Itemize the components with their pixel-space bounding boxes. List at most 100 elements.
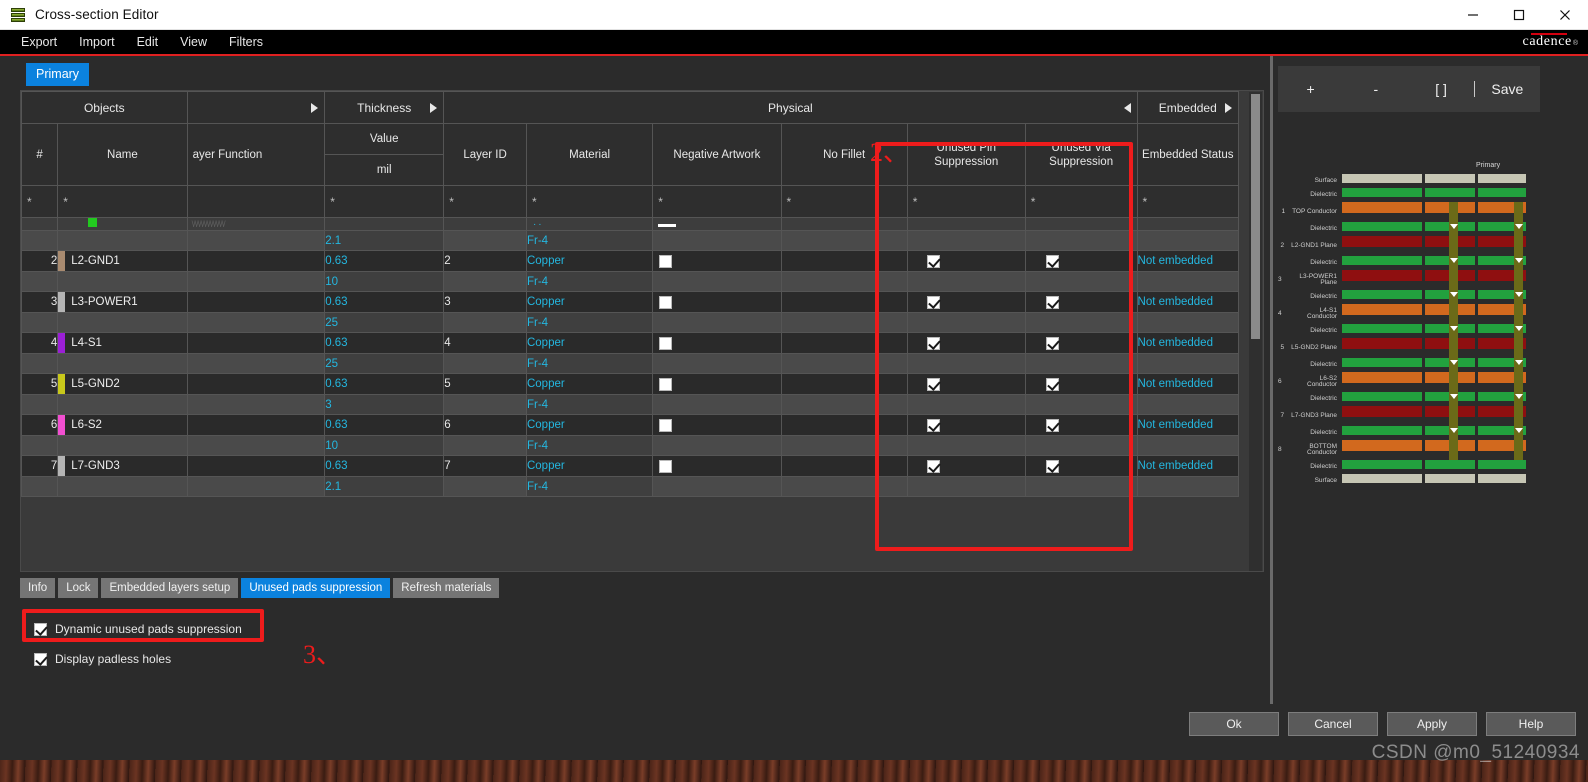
apply-button[interactable]: Apply — [1387, 712, 1477, 736]
minimize-icon[interactable] — [1450, 0, 1496, 30]
bottom-tab-info[interactable]: Info — [20, 578, 56, 598]
group-header-embedded[interactable]: Embedded — [1136, 91, 1240, 124]
bottom-tab-unused-pads-suppression[interactable]: Unused pads suppression — [241, 578, 391, 598]
negative-artwork-checkbox[interactable] — [659, 295, 673, 309]
group-header-thickness[interactable]: Thickness — [324, 91, 445, 124]
table-row[interactable]: 25 Fr-4 — [21, 353, 1240, 374]
footer-button-group: Ok Cancel Apply Help — [1189, 712, 1576, 736]
table-row[interactable]: 5 L5-GND2 0.63 5 Copper Not embedded — [21, 373, 1240, 395]
menu-item-export[interactable]: Export — [21, 35, 58, 49]
cell-negative-artwork — [652, 250, 782, 272]
menu-item-filters[interactable]: Filters — [229, 35, 264, 49]
column-header-layer-id[interactable]: Layer ID — [443, 123, 527, 186]
stackup-row-name: L2-GND1 Plane — [1291, 241, 1337, 249]
column-header-unit-mil[interactable]: mil — [376, 164, 392, 176]
column-header-no-fillet[interactable]: No Fillet — [780, 123, 908, 186]
unused-via-suppression-checkbox[interactable] — [1045, 336, 1059, 350]
save-button[interactable]: Save — [1473, 81, 1540, 97]
dynamic-unused-pads-suppression-checkbox[interactable] — [34, 622, 47, 636]
unused-pin-suppression-checkbox[interactable] — [926, 418, 940, 432]
column-header-name[interactable]: Name — [57, 123, 188, 186]
filter-wildcard[interactable]: * — [531, 194, 537, 209]
cell-index — [21, 435, 59, 456]
column-header-unused-pin-suppression[interactable]: Unused Pin Suppression — [906, 123, 1026, 186]
column-header-index[interactable]: # — [21, 123, 59, 186]
group-header-blank[interactable] — [186, 91, 326, 124]
option-dynamic-unused-pads-suppression[interactable]: Dynamic unused pads suppression — [34, 622, 242, 636]
table-scrollbar-thumb[interactable] — [1251, 94, 1260, 339]
negative-artwork-checkbox[interactable] — [659, 336, 673, 350]
zoom-out-button[interactable]: - — [1373, 81, 1379, 97]
layer-color-swatch — [58, 292, 66, 312]
table-row[interactable]: 2.1 Fr-4 — [21, 476, 1240, 497]
filter-wildcard[interactable]: * — [786, 194, 792, 209]
table-row[interactable]: 3 L3-POWER1 0.63 3 Copper Not embedded — [21, 291, 1240, 313]
negative-artwork-checkbox[interactable] — [659, 459, 673, 473]
table-row[interactable]: 3 Fr-4 — [21, 394, 1240, 415]
maximize-icon[interactable] — [1496, 0, 1542, 30]
negative-artwork-checkbox[interactable] — [659, 418, 673, 432]
unused-via-suppression-checkbox[interactable] — [1045, 254, 1059, 268]
column-header-negative-artwork[interactable]: Negative Artwork — [652, 123, 782, 186]
column-header-unused-via-suppression[interactable]: Unused Via Suppression — [1024, 123, 1138, 186]
column-header-material[interactable]: Material — [525, 123, 654, 186]
table-row[interactable]: 4 L4-S1 0.63 4 Copper Not embedded — [21, 332, 1240, 354]
tab-primary[interactable]: Primary — [26, 63, 90, 86]
bottom-tab-embedded-layers-setup[interactable]: Embedded layers setup — [101, 578, 239, 598]
filter-wildcard[interactable]: * — [658, 194, 663, 209]
close-icon[interactable] — [1542, 0, 1588, 30]
bottom-tab-lock[interactable]: Lock — [58, 578, 99, 598]
unused-via-suppression-checkbox[interactable] — [1045, 295, 1059, 309]
bottom-tab-refresh-materials[interactable]: Refresh materials — [393, 578, 500, 598]
column-header-embedded-status[interactable]: Embedded Status — [1136, 123, 1240, 186]
table-row[interactable]: 2.1 Fr-4 — [21, 230, 1240, 251]
table-row[interactable]: 25 Fr-4 — [21, 312, 1240, 333]
table-row[interactable]: 10 Fr-4 — [21, 271, 1240, 292]
group-header-physical[interactable]: Physical — [443, 91, 1138, 124]
unused-via-suppression-checkbox[interactable] — [1045, 459, 1059, 473]
filter-wildcard[interactable]: * — [1142, 194, 1148, 209]
menu-item-view[interactable]: View — [180, 35, 207, 49]
column-header-value[interactable]: Value — [325, 124, 444, 155]
unused-pin-suppression-checkbox[interactable] — [926, 459, 940, 473]
filter-wildcard[interactable]: * — [330, 194, 335, 209]
help-button[interactable]: Help — [1486, 712, 1576, 736]
ok-button[interactable]: Ok — [1189, 712, 1279, 736]
stackup-bar-segment — [1478, 256, 1526, 270]
via-drill-column — [1449, 202, 1458, 222]
negative-artwork-checkbox[interactable] — [659, 254, 673, 268]
negative-artwork-checkbox[interactable] — [659, 377, 673, 391]
unused-pin-suppression-checkbox[interactable] — [926, 377, 940, 391]
filter-wildcard[interactable]: * — [63, 194, 68, 209]
unused-pin-suppression-checkbox[interactable] — [926, 336, 940, 350]
filter-wildcard[interactable]: * — [912, 194, 918, 209]
unused-via-suppression-checkbox[interactable] — [1045, 418, 1059, 432]
table-row[interactable]: 6 L6-S2 0.63 6 Copper Not embedded — [21, 414, 1240, 436]
filter-wildcard[interactable]: * — [1030, 194, 1036, 209]
zoom-in-button[interactable]: + — [1306, 81, 1315, 97]
table-row[interactable]: 2 L2-GND1 0.63 2 Copper Not embedded — [21, 250, 1240, 272]
stackup-row-label: 6 L6-S2 Conductor — [1278, 372, 1342, 392]
filter-wildcard[interactable]: * — [449, 194, 454, 209]
display-padless-holes-checkbox[interactable] — [34, 652, 47, 666]
cell-no-fillet — [780, 394, 908, 415]
filter-wildcard[interactable]: * — [27, 194, 32, 209]
unused-via-suppression-checkbox[interactable] — [1045, 377, 1059, 391]
group-header-objects[interactable]: Objects — [21, 91, 188, 124]
table-row[interactable]: 7 L7-GND3 0.63 7 Copper Not embedded — [21, 455, 1240, 477]
unused-pin-suppression-checkbox[interactable] — [926, 254, 940, 268]
table-row[interactable]: 10 Fr-4 — [21, 435, 1240, 456]
column-header-layer-function[interactable]: ayer Function — [186, 123, 326, 186]
menu-item-edit[interactable]: Edit — [136, 35, 159, 49]
chevron-left-icon — [1123, 102, 1131, 113]
fit-button[interactable]: [ ] — [1435, 81, 1447, 97]
menu-item-import[interactable]: Import — [79, 35, 115, 49]
option-display-padless-holes[interactable]: Display padless holes — [34, 652, 171, 666]
unused-pin-suppression-checkbox[interactable] — [926, 295, 940, 309]
filter-cell-layer-function[interactable] — [186, 185, 326, 218]
cancel-button[interactable]: Cancel — [1288, 712, 1378, 736]
cell-layer-id — [443, 394, 527, 415]
pane-splitter[interactable] — [1270, 56, 1273, 760]
table-vertical-scrollbar[interactable] — [1249, 92, 1262, 571]
dynamic-unused-pads-suppression-label: Dynamic unused pads suppression — [55, 622, 242, 636]
